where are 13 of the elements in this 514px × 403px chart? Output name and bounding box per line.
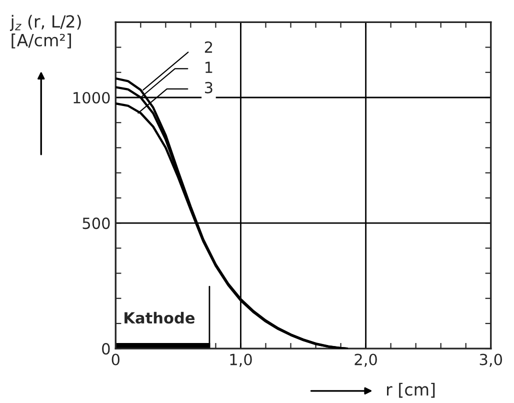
x-tick-label: 3,0 [480, 354, 502, 367]
x-tick-label: 2,0 [354, 354, 377, 367]
y-tick-label: 1000 [74, 92, 110, 104]
x-tick-label: 1,0 [230, 354, 252, 367]
legend-label: 3 [204, 82, 212, 94]
x-axis-title: r [cm] [387, 382, 435, 398]
y-tick-label: 500 [82, 218, 110, 230]
y-tick-label: 0 [102, 343, 110, 355]
text: 1 [206, 62, 212, 73]
text: 2 [204, 41, 212, 53]
annotation: Kathode [124, 312, 195, 324]
y-axis-title: j$_{z}$ (r, L/2) [A/cm²] [10, 14, 81, 48]
x-tick-label: 0 [112, 354, 120, 366]
